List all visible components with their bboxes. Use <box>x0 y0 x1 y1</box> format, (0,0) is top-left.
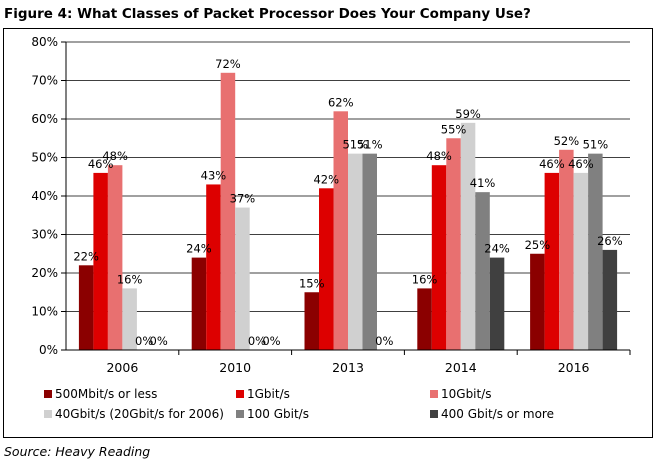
x-tick-label: 2014 <box>445 360 477 375</box>
data-label: 0% <box>262 334 280 348</box>
y-tick-label: 30% <box>31 228 58 242</box>
y-tick-label: 50% <box>31 151 58 165</box>
bar <box>78 265 94 350</box>
data-label: 72% <box>215 57 241 71</box>
bar <box>220 72 236 351</box>
legend-label: 10Gbit/s <box>441 387 492 401</box>
legend-label: 100 Gbit/s <box>247 407 309 421</box>
data-label: 0% <box>375 334 393 348</box>
legend-label: 1Gbit/s <box>247 387 290 401</box>
data-label: 16% <box>412 272 438 286</box>
y-tick-label: 10% <box>31 305 58 319</box>
chart-title: Figure 4: What Classes of Packet Process… <box>4 6 531 22</box>
data-label: 55% <box>441 122 467 136</box>
bar <box>304 292 319 350</box>
bar <box>559 149 574 350</box>
data-label: 52% <box>554 134 580 148</box>
data-label: 46% <box>539 157 565 171</box>
y-tick-label: 80% <box>31 35 58 49</box>
bar <box>319 188 334 350</box>
data-label: 43% <box>201 168 227 182</box>
axes: 0% 10% 20% 30% 40% 50% 60% 70% 80% 2006 2010 2013 20… <box>31 35 631 375</box>
data-label: 51% <box>342 138 368 152</box>
data-label: 26% <box>597 234 623 248</box>
data-label: 22% <box>73 249 99 263</box>
bar <box>333 111 348 350</box>
data-label: 0% <box>150 334 168 348</box>
data-label: 59% <box>455 107 481 121</box>
bar <box>460 122 476 350</box>
data-label: 42% <box>313 172 339 186</box>
chart-frame <box>3 28 653 438</box>
data-label: 46% <box>88 157 114 171</box>
bar <box>489 257 505 350</box>
bar <box>417 288 432 350</box>
data-label: 48% <box>102 149 128 163</box>
bar <box>93 172 108 350</box>
data-label: 51% <box>357 138 383 152</box>
legend-swatch <box>430 410 438 418</box>
bar <box>191 257 207 350</box>
legend-swatch <box>430 390 438 398</box>
y-tick-label: 0% <box>39 343 58 357</box>
data-label: 46% <box>568 157 594 171</box>
bar <box>362 153 377 350</box>
legend: 500Mbit/s or less 1Gbit/s 10Gbit/s 40Gbit/s… <box>44 387 554 421</box>
bar <box>348 153 363 350</box>
data-label: 51% <box>583 138 609 152</box>
y-tick-label: 60% <box>31 112 58 126</box>
legend-label: 40Gbit/s (20Gbit/s for 2006) <box>55 407 224 421</box>
data-label: 0% <box>135 334 153 348</box>
bar <box>530 253 545 350</box>
data-label: 62% <box>328 95 354 109</box>
bar <box>107 165 123 350</box>
bar <box>544 172 560 350</box>
legend-swatch <box>44 410 52 418</box>
data-labels: 22%46%48%16%0%0%24%43%72%37%0%0%15%42%62… <box>73 57 622 348</box>
bar <box>206 184 221 350</box>
data-label: 0% <box>248 334 266 348</box>
source-note: Source: Heavy Reading <box>4 444 151 459</box>
data-label: 41% <box>470 176 496 190</box>
bar <box>588 153 603 350</box>
data-label: 16% <box>117 272 143 286</box>
legend-swatch <box>236 410 244 418</box>
bars <box>78 72 618 351</box>
bar <box>475 192 490 350</box>
bar <box>122 288 137 350</box>
legend-label: 400 Gbit/s or more <box>441 407 554 421</box>
bar <box>446 138 461 350</box>
data-label: 37% <box>230 192 256 206</box>
legend-swatch <box>44 390 52 398</box>
data-label: 15% <box>299 276 325 290</box>
y-tick-label: 40% <box>31 189 58 203</box>
data-label: 24% <box>484 242 510 256</box>
x-tick-label: 2010 <box>219 360 251 375</box>
data-label: 24% <box>186 242 212 256</box>
legend-swatch <box>236 390 244 398</box>
x-tick-label: 2006 <box>106 360 138 375</box>
data-label: 25% <box>525 238 551 252</box>
x-tick-label: 2016 <box>558 360 590 375</box>
data-label: 48% <box>426 149 452 163</box>
x-tick-label: 2013 <box>332 360 364 375</box>
bar <box>573 172 589 350</box>
bar <box>431 165 447 350</box>
bar <box>235 207 250 350</box>
y-tick-label: 70% <box>31 74 58 88</box>
y-tick-label: 20% <box>31 266 58 280</box>
bar <box>602 249 618 350</box>
legend-label: 500Mbit/s or less <box>55 387 157 401</box>
